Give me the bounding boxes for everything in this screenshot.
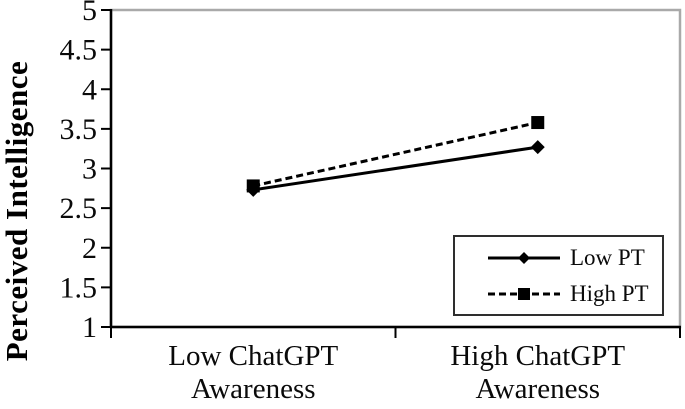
y-tick-label: 1 xyxy=(82,311,97,344)
legend-line-sample xyxy=(488,251,560,264)
legend-line-sample xyxy=(488,287,560,300)
y-tick-label: 1.5 xyxy=(60,271,98,304)
data-point-marker xyxy=(531,116,545,130)
series-line xyxy=(253,145,538,192)
y-tick-label: 2 xyxy=(82,232,97,265)
y-tick-label: 4.5 xyxy=(60,34,98,67)
legend-label: Low PT xyxy=(570,244,645,270)
legend-item: High PT xyxy=(487,276,662,312)
legend: Low PT High PT xyxy=(453,235,664,316)
data-point-marker xyxy=(518,251,530,264)
data-point-marker xyxy=(518,287,530,300)
data-point-marker xyxy=(246,179,260,193)
x-category-label: Low ChatGPT Awareness xyxy=(168,340,339,405)
y-tick-label: 5 xyxy=(82,0,97,27)
legend-item: Low PT xyxy=(487,240,662,276)
y-tick-label: 2.5 xyxy=(60,192,98,225)
y-tick-label: 3 xyxy=(82,153,97,186)
y-tick-label: 3.5 xyxy=(60,113,98,146)
data-point-marker xyxy=(530,140,545,155)
x-category-label: High ChatGPT Awareness xyxy=(450,340,626,405)
y-tick-label: 4 xyxy=(82,73,97,106)
series-line xyxy=(252,121,539,188)
legend-label: High PT xyxy=(570,280,649,306)
